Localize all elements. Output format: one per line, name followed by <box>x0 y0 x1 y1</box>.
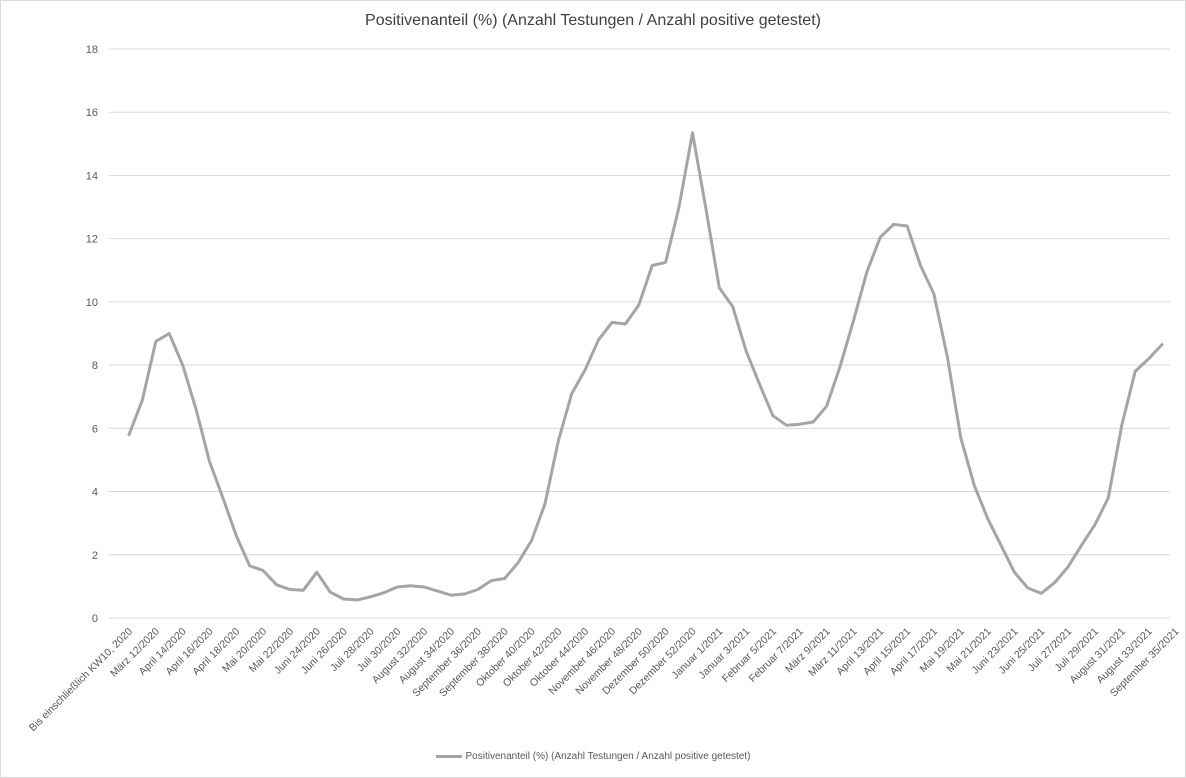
legend-label: Positivenanteil (%) (Anzahl Testungen / … <box>465 751 751 762</box>
series-line <box>127 131 1164 602</box>
y-axis: 0 2 4 6 8 10 12 14 16 18 <box>86 44 98 625</box>
y-tick-label: 4 <box>92 487 98 499</box>
series-layer <box>127 131 1164 602</box>
legend: Positivenanteil (%) (Anzahl Testungen / … <box>0 751 1186 762</box>
gridlines <box>109 48 1170 619</box>
y-tick-label: 18 <box>86 44 98 56</box>
y-tick-label: 14 <box>86 170 98 182</box>
y-tick-label: 0 <box>92 613 98 625</box>
y-tick-label: 2 <box>92 550 98 562</box>
y-tick-label: 6 <box>92 423 98 435</box>
y-tick-label: 16 <box>86 107 98 119</box>
y-tick-label: 12 <box>86 234 98 246</box>
legend-swatch <box>435 754 462 758</box>
y-tick-label: 10 <box>86 297 98 309</box>
y-tick-label: 8 <box>92 360 98 372</box>
x-tick-label: Bis einschließlich KW10, 2020 <box>27 626 135 734</box>
chart-title: Positivenanteil (%) (Anzahl Testungen / … <box>365 12 821 29</box>
